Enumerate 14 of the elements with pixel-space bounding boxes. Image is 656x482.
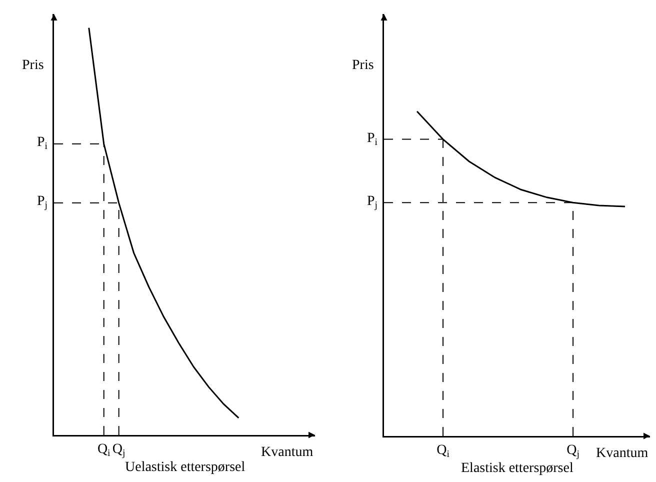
text: P$_{i}$ bbox=[37, 135, 48, 152]
text: Elastisk etterspørsel bbox=[461, 461, 574, 476]
x-axis-title: Kvantum bbox=[261, 445, 314, 460]
x-tick-label: Q$_{i}$ bbox=[436, 443, 450, 460]
x-tick-label: Q$_{j}$ bbox=[566, 443, 580, 460]
text: P$_{i}$ bbox=[367, 131, 378, 148]
text: Uelastisk etterspørsel bbox=[125, 460, 246, 475]
x-tick-label: Q$_{i}$ bbox=[97, 442, 111, 460]
y-axis-title: Pris bbox=[22, 58, 44, 73]
text: P$_{j}$ bbox=[367, 194, 378, 211]
x-axis-title: Kvantum bbox=[596, 446, 648, 461]
y-axis-title: Pris bbox=[352, 58, 374, 73]
text: P$_{j}$ bbox=[37, 194, 48, 211]
x-tick-label: Q$_{j}$ bbox=[112, 442, 126, 460]
